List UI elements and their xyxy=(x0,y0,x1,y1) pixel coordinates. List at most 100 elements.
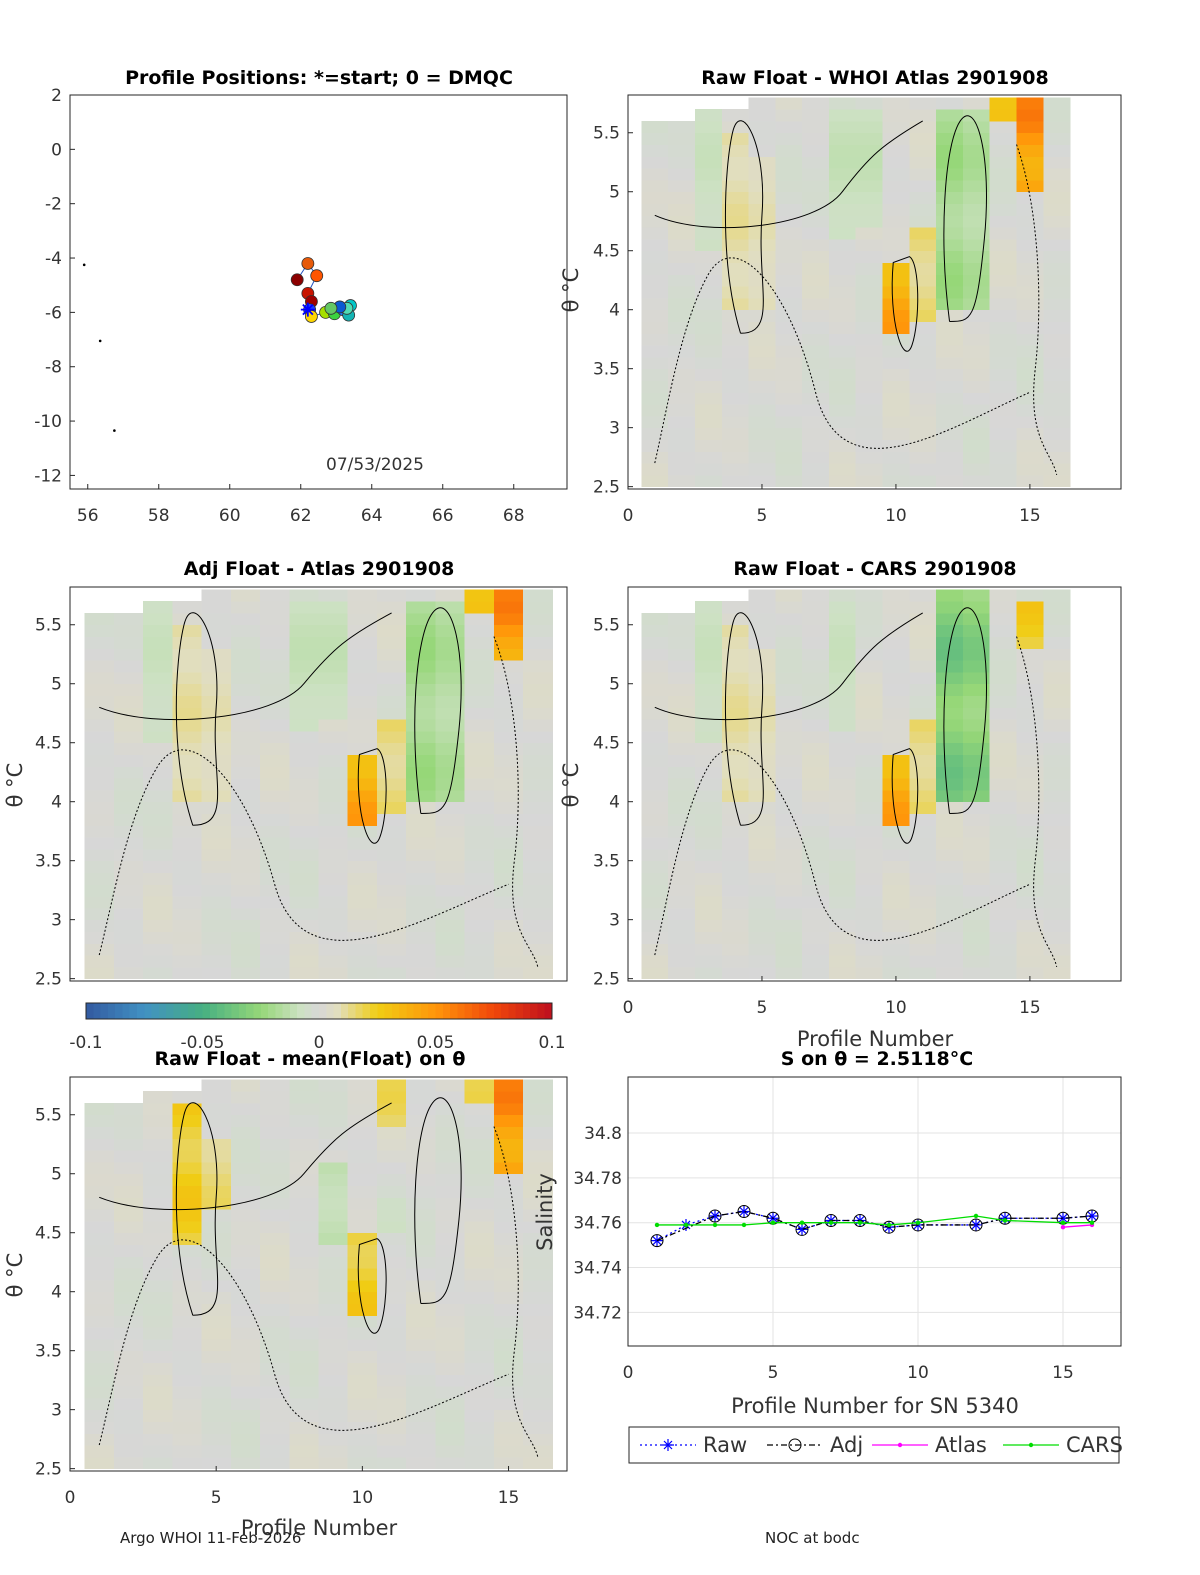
heat-cell xyxy=(802,742,830,756)
heat-cell xyxy=(347,860,378,873)
heat-cell xyxy=(523,943,553,956)
heat-cell xyxy=(289,896,319,909)
colorbar-cell xyxy=(253,1003,262,1019)
heat-cell xyxy=(721,380,750,393)
heat-cell xyxy=(201,825,232,838)
heat-cell xyxy=(909,872,937,885)
heat-cell xyxy=(1016,297,1044,311)
heat-cell xyxy=(143,719,173,732)
heat-cell xyxy=(1016,601,1044,614)
heat-cell xyxy=(1043,368,1071,381)
heat-cell xyxy=(909,179,937,193)
heat-cell xyxy=(172,1279,203,1293)
heat-cell xyxy=(289,1150,319,1163)
profile-point xyxy=(290,273,304,287)
heat-cell xyxy=(406,789,436,803)
heat-cell xyxy=(523,825,553,838)
heat-cell xyxy=(435,1150,466,1163)
heat-cell xyxy=(523,1338,553,1352)
heat-cell xyxy=(721,943,750,956)
heat-cell xyxy=(721,215,750,228)
heat-cell xyxy=(84,624,115,638)
heat-cell xyxy=(376,1173,407,1187)
heat-cell xyxy=(435,896,466,909)
colorbar-cell xyxy=(355,1003,364,1019)
raw-whoi-ylabel: θ °C xyxy=(559,268,583,313)
heat-cell xyxy=(230,907,261,921)
heat-cell xyxy=(962,227,991,240)
heat-cell xyxy=(909,156,937,169)
heat-cell xyxy=(909,683,937,697)
heat-cell xyxy=(113,1173,144,1187)
heat-cell xyxy=(721,648,750,661)
heat-cell xyxy=(230,1232,261,1246)
heat-cell xyxy=(493,1079,524,1092)
heat-cell xyxy=(641,415,669,429)
heat-cell xyxy=(84,1279,115,1293)
heat-cell xyxy=(289,1303,319,1316)
heat-cell xyxy=(143,730,173,744)
heat-cell xyxy=(909,884,937,897)
heat-cell xyxy=(802,321,830,334)
heat-cell xyxy=(113,1185,144,1198)
heat-cell xyxy=(721,860,750,873)
heat-cell xyxy=(748,297,776,311)
heat-cell xyxy=(143,660,173,673)
heat-cell xyxy=(523,1091,553,1104)
heat-cell xyxy=(318,1256,349,1269)
heat-cell xyxy=(289,966,319,980)
heat-cell xyxy=(464,884,495,897)
heat-cell xyxy=(882,309,910,322)
heat-cell xyxy=(802,368,830,381)
heat-cell xyxy=(882,227,910,240)
heat-cell xyxy=(962,624,991,638)
heat-cell xyxy=(668,636,696,649)
heat-cell xyxy=(230,1456,261,1470)
heat-cell xyxy=(260,825,290,838)
heat-cell xyxy=(828,707,857,720)
heat-cell xyxy=(855,474,884,488)
heat-cell xyxy=(523,813,553,826)
heat-cell xyxy=(989,144,1018,157)
heat-cell xyxy=(260,919,290,932)
colorbar-cell xyxy=(406,1003,415,1019)
heat-cell xyxy=(435,719,466,732)
heat-cell xyxy=(641,168,669,181)
heat-cell xyxy=(464,801,495,814)
heat-cell xyxy=(318,813,349,826)
heat-cell xyxy=(802,825,830,838)
x-tick-label: 10 xyxy=(907,1363,929,1383)
heat-cell xyxy=(318,1315,349,1328)
heat-cell xyxy=(1043,589,1071,602)
heat-cell xyxy=(435,1303,466,1316)
heat-cell xyxy=(882,474,910,488)
heat-cell xyxy=(748,778,776,791)
adj-point xyxy=(882,1220,896,1234)
heat-cell xyxy=(493,1397,524,1411)
heat-cell xyxy=(143,1232,173,1246)
heat-cell xyxy=(230,931,261,944)
heat-cell xyxy=(641,427,669,440)
heat-cell xyxy=(523,730,553,744)
heat-cell xyxy=(84,660,115,673)
heat-cell xyxy=(882,789,910,803)
colorbar-tick-label: 0.05 xyxy=(417,1033,455,1053)
heat-cell xyxy=(113,671,144,685)
y-tick-label: 4 xyxy=(51,793,62,813)
colorbar-cell xyxy=(289,1003,298,1019)
heat-cell xyxy=(882,297,910,311)
heat-cell xyxy=(668,227,696,240)
heat-cell xyxy=(260,1350,290,1363)
contour-dotted xyxy=(98,1239,509,1446)
heat-cell xyxy=(143,1433,173,1446)
heat-cell xyxy=(113,1397,144,1411)
heat-cell xyxy=(962,156,991,169)
heat-cell xyxy=(1043,404,1071,417)
heat-cell xyxy=(909,730,937,744)
heat-cell xyxy=(289,766,319,779)
heat-cell xyxy=(464,1256,495,1269)
heat-cell xyxy=(828,636,857,649)
heat-cell xyxy=(493,1315,524,1328)
heat-cell xyxy=(113,860,144,873)
heat-cell xyxy=(936,943,964,956)
